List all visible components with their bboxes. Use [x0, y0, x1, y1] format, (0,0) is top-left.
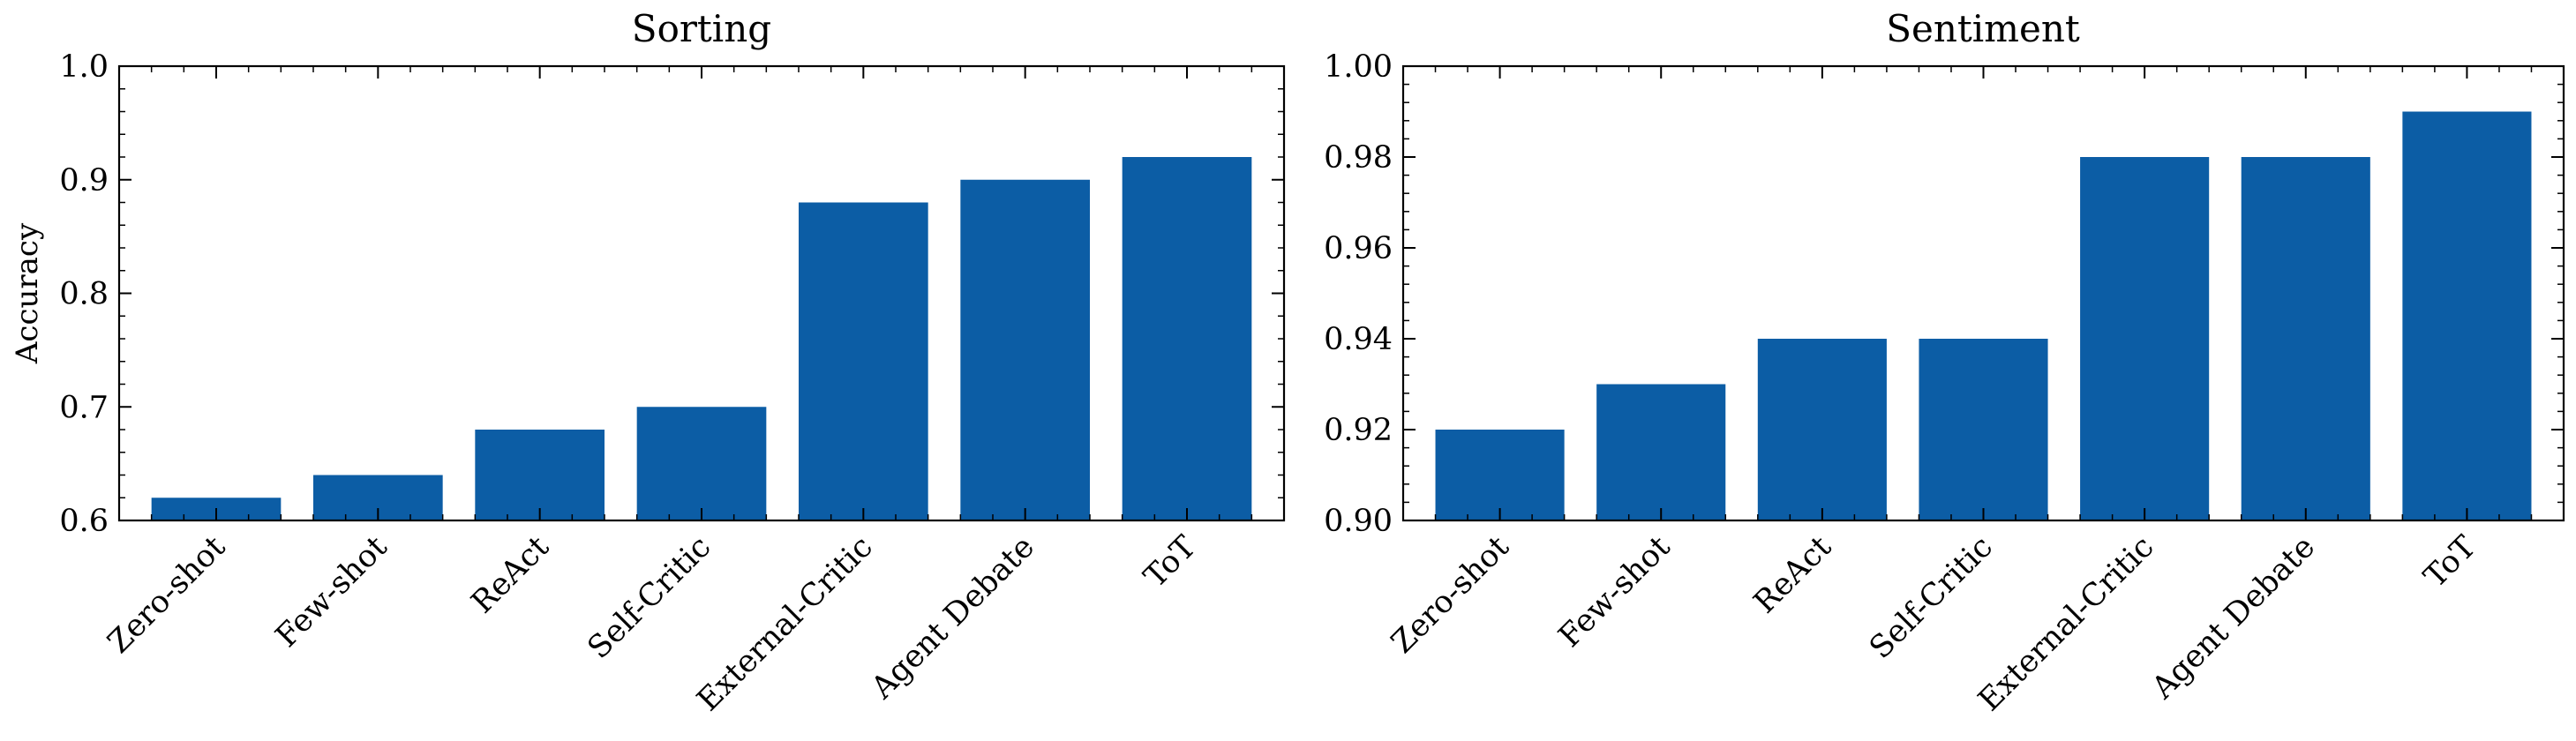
- sorting-xtick-label-react: ReAct: [465, 529, 556, 620]
- sorting-ytick-label: 0.9: [59, 163, 109, 198]
- sentiment-ytick-label: 0.90: [1324, 504, 1393, 539]
- sentiment-xtick-label-self-critic: Self-Critic: [1863, 529, 2000, 666]
- sentiment-ytick-label: 0.94: [1324, 322, 1393, 357]
- sorting-bar-external-critic: [799, 202, 928, 520]
- sentiment-ytick-label: 0.98: [1324, 140, 1393, 176]
- sentiment-bar-self-critic: [1919, 339, 2048, 520]
- sentiment-chart: Sentiment 0.90 0.92 0.94 0.96 0.98 1.00 Zero-…: [1324, 7, 2565, 718]
- sorting-chart-ylabel: Accuracy: [10, 222, 45, 364]
- sentiment-xtick-label-react: ReAct: [1747, 529, 1838, 620]
- sentiment-xtick-label-agent-debate: Agent Debate: [2144, 529, 2322, 707]
- sentiment-xtick-label-zero-shot: Zero-shot: [1385, 529, 1516, 661]
- sentiment-plot-frame: [1401, 64, 2565, 522]
- sentiment-bar-external-critic: [2080, 157, 2210, 520]
- sentiment-ytick-label: 1.00: [1324, 49, 1393, 85]
- sorting-ytick-label: 1.0: [59, 49, 109, 85]
- sorting-xtick-label-agent-debate: Agent Debate: [864, 529, 1041, 707]
- sentiment-bar-zero-shot: [1435, 430, 1565, 520]
- sorting-bar-self-critic: [636, 407, 767, 520]
- sentiment-chart-title: Sentiment: [1886, 7, 2080, 50]
- sorting-bars: [151, 157, 1252, 520]
- sorting-chart: Sorting Accuracy 0.6 0.7 0.8 0.9 1.0 Zero-sh…: [10, 7, 1286, 718]
- sentiment-bar-agent-debate: [2241, 157, 2370, 520]
- sorting-bar-agent-debate: [960, 179, 1090, 520]
- sentiment-xtick-label-tot: ToT: [2418, 529, 2483, 595]
- sentiment-bar-tot: [2402, 111, 2532, 520]
- sorting-ytick-label: 0.8: [59, 277, 109, 312]
- sentiment-ytick-label: 0.92: [1324, 413, 1393, 448]
- sentiment-y-axis: 0.90 0.92 0.94 0.96 0.98 1.00: [1324, 49, 2564, 539]
- sorting-plot-frame: [117, 64, 1286, 522]
- sorting-xtick-label-external-critic: External-Critic: [691, 529, 880, 718]
- sorting-ytick-label: 0.6: [59, 504, 109, 539]
- sorting-xtick-label-few-shot: Few-shot: [269, 529, 394, 655]
- sentiment-xtick-label-few-shot: Few-shot: [1552, 529, 1678, 655]
- sorting-bar-tot: [1122, 157, 1252, 520]
- sorting-bar-react: [475, 430, 605, 520]
- sentiment-bar-few-shot: [1596, 384, 1726, 520]
- sentiment-ytick-label: 0.96: [1324, 231, 1393, 266]
- sorting-ytick-label: 0.7: [59, 390, 109, 425]
- sorting-y-axis: 0.6 0.7 0.8 0.9 1.0: [59, 49, 1284, 539]
- sorting-xtick-label-self-critic: Self-Critic: [582, 529, 718, 666]
- sorting-chart-title: Sorting: [632, 7, 771, 50]
- sorting-xtick-label-zero-shot: Zero-shot: [101, 529, 233, 661]
- sentiment-xtick-label-external-critic: External-Critic: [1971, 529, 2160, 718]
- sentiment-bar-react: [1757, 339, 1887, 520]
- sentiment-bars: [1435, 111, 2532, 520]
- sorting-xtick-label-tot: ToT: [1138, 529, 1203, 595]
